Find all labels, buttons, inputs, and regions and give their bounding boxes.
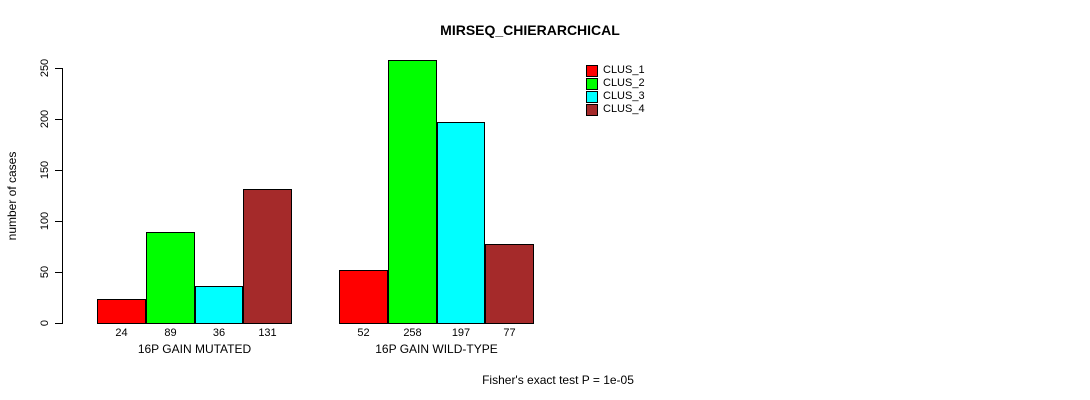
bar-value-label: 197 — [451, 327, 471, 339]
y-tick-mark — [55, 170, 62, 171]
legend-label: CLUS_4 — [603, 103, 645, 115]
bar-clus_3-2 — [437, 122, 485, 324]
legend-label: CLUS_2 — [603, 77, 645, 89]
y-axis-line — [62, 68, 63, 324]
legend: CLUS_1 CLUS_2 CLUS_3 CLUS_4 — [586, 64, 645, 116]
group-label: 16P GAIN MUTATED — [137, 342, 252, 356]
y-tick-label: 150 — [39, 160, 51, 180]
legend-label: CLUS_3 — [603, 90, 645, 102]
y-tick-mark — [55, 221, 62, 222]
bar-clus_4-2 — [485, 244, 534, 324]
group-label: 16P GAIN WILD-TYPE — [375, 342, 498, 356]
legend-item-clus_1: CLUS_1 — [586, 64, 645, 77]
y-tick-mark — [55, 68, 62, 69]
legend-label: CLUS_1 — [603, 64, 645, 76]
legend-swatch-clus_2 — [586, 77, 598, 90]
bar-clus_1-2 — [339, 270, 388, 324]
y-tick-mark — [55, 272, 62, 273]
bar-clus_2-1 — [146, 232, 195, 324]
y-tick-mark — [55, 323, 62, 324]
bar-value-label: 258 — [403, 327, 422, 339]
bar-value-label: 36 — [212, 327, 226, 339]
bar-clus_1-1 — [97, 299, 146, 324]
y-tick-label: 100 — [39, 211, 51, 231]
legend-item-clus_2: CLUS_2 — [586, 77, 645, 90]
y-axis-title: number of cases — [5, 151, 19, 241]
y-tick-mark — [55, 119, 62, 120]
bar-clus_2-2 — [388, 60, 437, 324]
bar-value-label: 131 — [258, 327, 277, 339]
bar-value-label: 24 — [115, 327, 128, 339]
legend-swatch-clus_4 — [586, 103, 598, 116]
bar-value-label: 89 — [164, 327, 177, 339]
legend-swatch-clus_1 — [586, 64, 598, 77]
y-tick-label: 250 — [39, 58, 51, 78]
bar-clus_4-1 — [243, 189, 292, 324]
bar-value-label: 77 — [503, 327, 516, 339]
legend-item-clus_3: CLUS_3 — [586, 90, 645, 103]
legend-item-clus_4: CLUS_4 — [586, 103, 645, 116]
chart-title: MIRSEQ_CHIERARCHICAL — [440, 22, 620, 38]
footnote: Fisher's exact test P = 1e-05 — [482, 373, 634, 387]
y-tick-label: 0 — [39, 319, 51, 327]
bar-clus_3-1 — [195, 286, 243, 324]
legend-swatch-clus_3 — [586, 90, 598, 103]
y-tick-label: 200 — [39, 109, 51, 129]
y-tick-label: 50 — [39, 265, 51, 279]
bar-value-label: 52 — [357, 327, 370, 339]
